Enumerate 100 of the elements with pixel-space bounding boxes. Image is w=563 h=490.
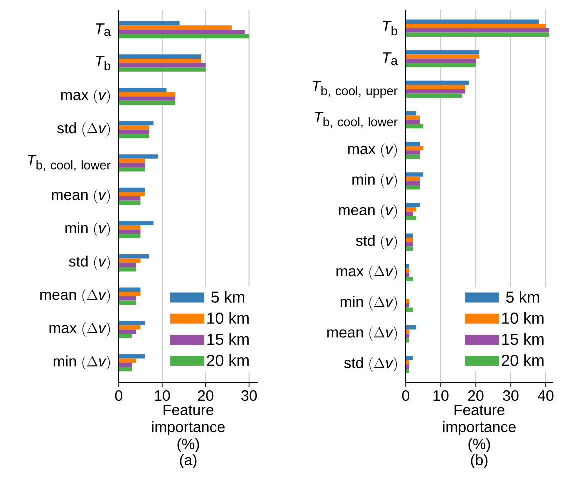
- bar: [406, 58, 476, 64]
- bar: [119, 334, 132, 338]
- y-tick-label: $\mathrm{mean}\ (\Delta v)$: [328, 326, 398, 342]
- bar: [406, 299, 410, 304]
- bar: [119, 130, 150, 134]
- bar: [119, 296, 136, 301]
- bar: [119, 192, 146, 196]
- x-tick-label: 10: [155, 390, 170, 402]
- bar: [119, 121, 154, 126]
- bar: [406, 364, 410, 369]
- x-tick-label: 20: [198, 390, 214, 402]
- bar: [119, 221, 154, 226]
- y-tick-label: $\mathrm{mean}\ (\Delta v)$: [40, 289, 110, 304]
- bar: [406, 24, 546, 28]
- bar: [119, 330, 136, 334]
- bar: [119, 358, 136, 364]
- bar: [119, 288, 141, 292]
- bar: [119, 188, 146, 192]
- x-tick-label: 40: [538, 390, 554, 402]
- bar: [406, 150, 420, 155]
- bar: [119, 234, 141, 238]
- bar: [406, 203, 420, 208]
- y-tick-label: $\mathrm{std}\ (\Delta v)$: [58, 122, 110, 138]
- bar: [406, 356, 413, 360]
- legend-label: 20 km: [502, 354, 544, 366]
- legend-label: 5 km: [506, 291, 540, 303]
- bar: [406, 330, 410, 334]
- bar: [406, 50, 480, 55]
- bar: [119, 196, 141, 201]
- bar: [119, 126, 150, 130]
- bar: [119, 21, 180, 26]
- bar: [406, 116, 420, 120]
- y-tick-label: $\mathrm{max}\ (\Delta v)$: [50, 322, 110, 337]
- x-tick-label: 10: [434, 390, 449, 402]
- bar: [119, 154, 158, 159]
- bar: [406, 277, 413, 282]
- bar: [406, 80, 469, 86]
- y-tick-label: $T_\mathrm{b,\ cool,\ upper}$: [313, 80, 398, 98]
- bar: [119, 267, 136, 272]
- bar: [119, 158, 146, 164]
- bar: [406, 268, 410, 273]
- bar: [406, 28, 550, 33]
- y-tick-label: $\mathrm{std}\ (v)$: [69, 256, 110, 270]
- bar: [119, 26, 232, 30]
- x-axis-title: Feature importance (%): [152, 405, 225, 452]
- bar: [119, 63, 206, 68]
- bar: [406, 85, 466, 90]
- bar: [119, 92, 176, 97]
- bar: [406, 54, 480, 59]
- bar: [119, 325, 141, 330]
- bar: [119, 96, 176, 101]
- bar: [406, 176, 420, 182]
- bar: [119, 167, 146, 172]
- bar: [406, 338, 410, 343]
- y-tick-label: $\mathrm{max}\ (v)$: [61, 89, 110, 104]
- bar: [406, 20, 539, 24]
- bar: [406, 246, 413, 251]
- y-tick-label: $\mathrm{mean}\ (v)$: [339, 204, 398, 219]
- bar: [119, 254, 150, 259]
- bar: [406, 63, 476, 68]
- bar: [406, 242, 413, 247]
- y-tick-label: $T_\mathrm{b,\ cool,\ lower}$: [28, 155, 111, 172]
- x-tick-label: 30: [503, 390, 519, 402]
- y-tick-label: $\mathrm{max}\ (\Delta v)$: [336, 266, 398, 280]
- legend-label: 10 km: [208, 312, 249, 324]
- bar: [406, 304, 410, 308]
- bar: [119, 88, 167, 92]
- bar: [406, 120, 420, 124]
- bar: [119, 58, 202, 64]
- bar: [119, 321, 146, 326]
- bar: [406, 207, 416, 212]
- legend-label: 10 km: [502, 312, 544, 324]
- x-tick-label: 0: [402, 390, 410, 402]
- bar: [119, 263, 136, 268]
- y-tick-label: $T_\mathrm{b,\ cool,\ lower}$: [315, 112, 398, 128]
- bar: [406, 181, 420, 186]
- bar: [406, 360, 410, 365]
- legend-label: 20 km: [207, 354, 249, 366]
- y-tick-label: $\mathrm{std}\ (v)$: [356, 235, 398, 250]
- bar: [119, 230, 141, 234]
- y-tick-label: $\mathrm{min}\ (\Delta v)$: [340, 296, 398, 311]
- bar: [406, 94, 462, 98]
- y-tick-label: $\mathrm{max}\ (v)$: [348, 143, 398, 158]
- bar: [406, 172, 424, 177]
- x-axis-title: Feature importance (%): [443, 405, 516, 452]
- bar: [406, 89, 466, 94]
- legend-label: 15 km: [208, 333, 249, 346]
- y-tick-label: $\mathrm{min}\ (v)$: [352, 174, 398, 188]
- x-tick-label: 0: [115, 390, 123, 402]
- bar: [406, 212, 413, 216]
- bar: [406, 308, 413, 312]
- bar: [406, 334, 410, 338]
- bar: [406, 325, 416, 330]
- bar: [119, 54, 202, 59]
- bar: [119, 354, 146, 359]
- legend-label: 15 km: [502, 333, 544, 346]
- y-tick-label: $T_\mathrm{b}$: [96, 56, 110, 71]
- x-tick-label: 20: [468, 390, 484, 402]
- bar: [406, 368, 410, 374]
- y-tick-label: $T_\mathrm{b}$: [383, 21, 398, 36]
